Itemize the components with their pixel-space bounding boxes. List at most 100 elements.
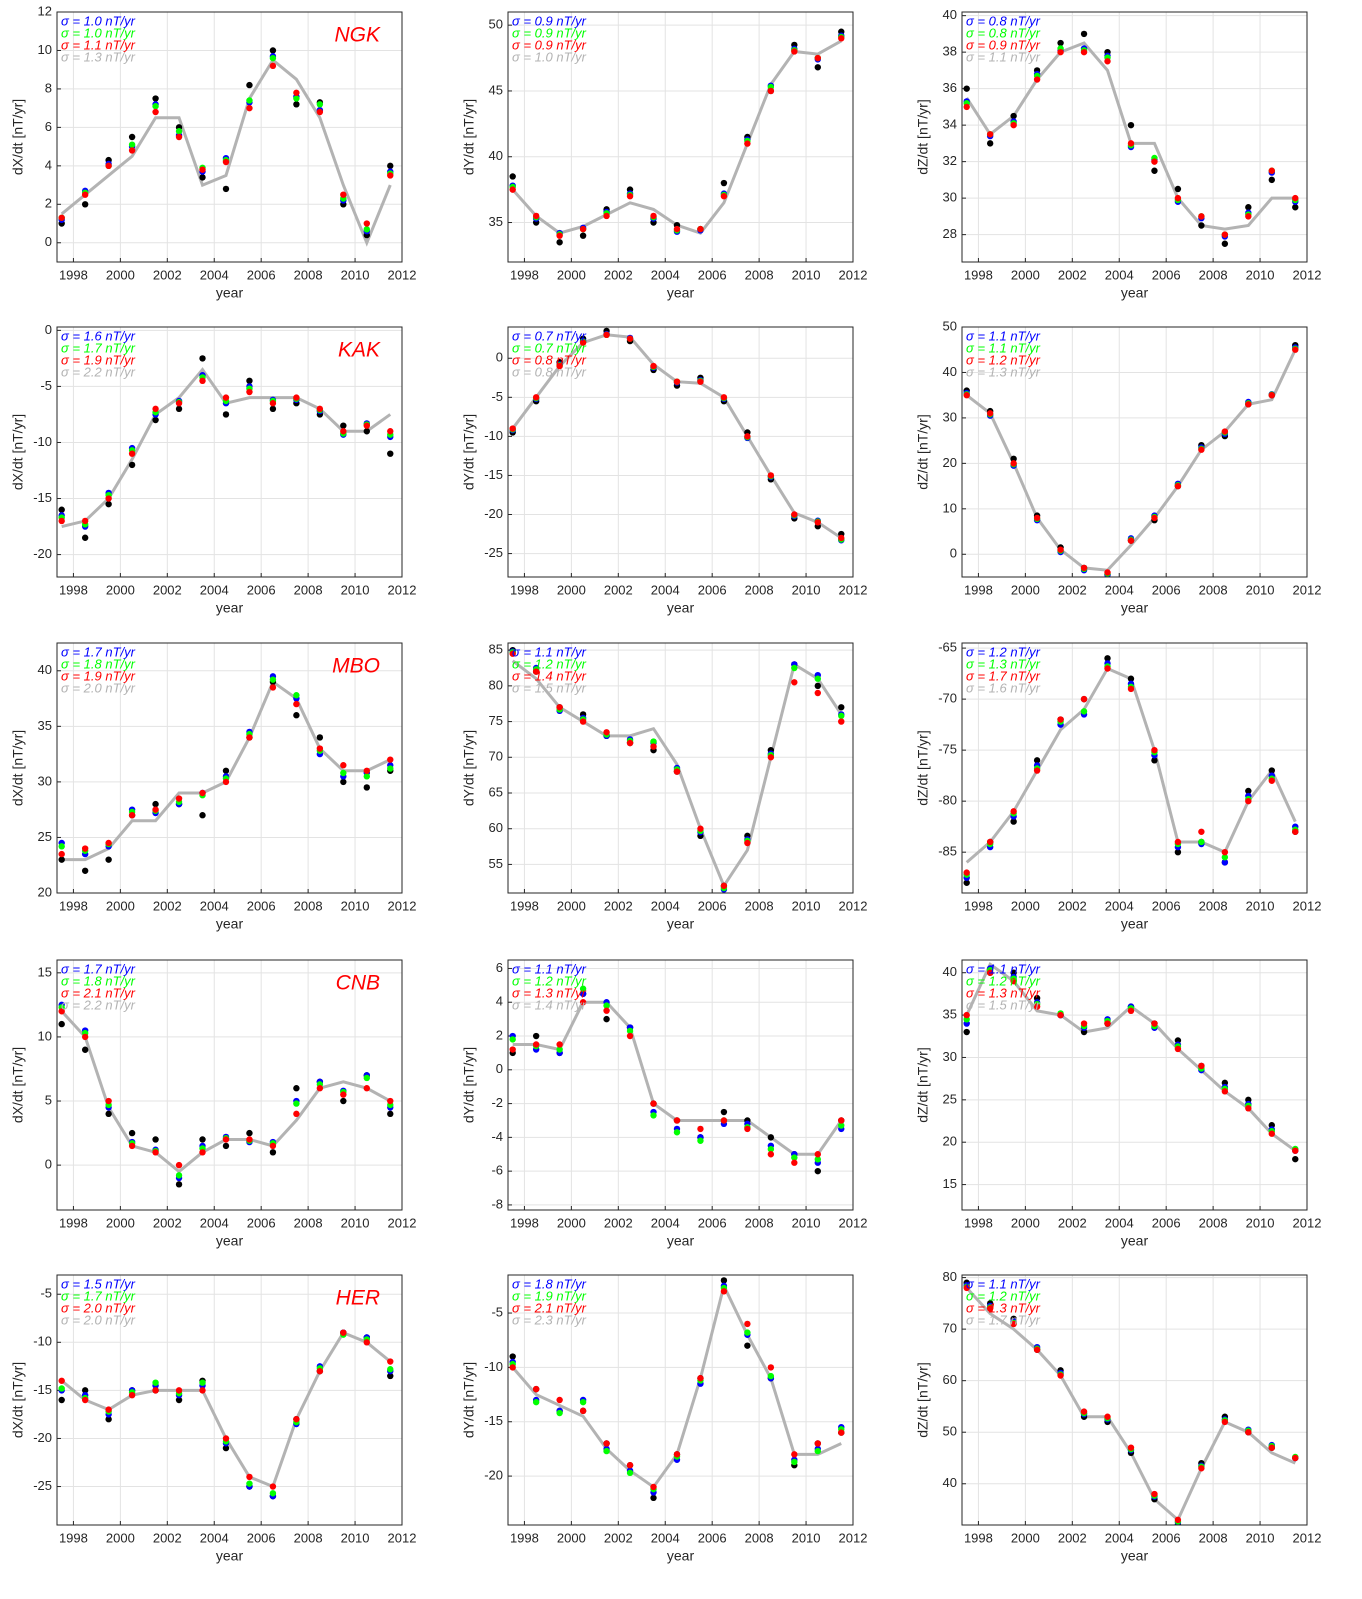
y-tick-label: 38: [943, 44, 957, 59]
x-tick-label: 2004: [200, 1215, 229, 1230]
data-point: [767, 1134, 775, 1141]
data-point: [1057, 48, 1064, 56]
data-point: [626, 193, 634, 200]
sigma-annotation: σ = 1.1 nT/yr: [966, 340, 1041, 355]
data-point: [58, 1385, 65, 1392]
data-point: [814, 689, 821, 697]
data-point: [1127, 675, 1135, 682]
data-point: [1033, 76, 1041, 83]
data-point: [1245, 787, 1252, 795]
sigma-annotation: σ = 2.3 nT/yr: [512, 1312, 587, 1327]
data-point: [316, 1367, 324, 1375]
axes-box: [56, 326, 403, 578]
y-tick-label: 70: [489, 749, 503, 764]
y-tick-label: 50: [489, 17, 503, 32]
x-tick-label: 2010: [341, 1215, 370, 1230]
data-point: [81, 1033, 89, 1041]
y-axis-label: dZ/dt [nT/yr]: [915, 1362, 931, 1437]
data-point: [1268, 391, 1275, 399]
x-axis-label: year: [216, 916, 244, 932]
data-point: [1221, 848, 1229, 856]
data-point: [1198, 828, 1205, 835]
y-tick-label: 6: [45, 119, 52, 134]
y-tick-label: 60: [489, 820, 503, 835]
data-point: [986, 969, 994, 976]
x-tick-label: 2006: [698, 267, 727, 282]
data-point: [128, 450, 136, 457]
y-tick-label: 0: [45, 322, 52, 337]
data-point: [316, 405, 324, 413]
y-tick-label: -6: [491, 1163, 503, 1178]
data-point: [58, 1020, 65, 1028]
data-point: [720, 394, 728, 401]
data-point: [1292, 828, 1299, 835]
subplot: 1998 2000 2002 2004 2006 2008 2010 2012 0 10 20 30 4…: [915, 318, 1322, 615]
sigma-annotation: σ = 1.7 nT/yr: [61, 644, 136, 659]
axes-box: [961, 326, 1308, 578]
x-tick-label: 2002: [604, 582, 633, 597]
x-tick-label: 2004: [1105, 898, 1134, 913]
y-tick-label: 28: [943, 226, 957, 241]
y-tick-label: -20: [484, 1468, 503, 1483]
plot-area: [508, 1275, 853, 1525]
x-tick-label: 2000: [1011, 898, 1040, 913]
data-point: [673, 1451, 681, 1458]
data-point: [363, 422, 370, 429]
x-tick-label: 2006: [698, 582, 727, 597]
data-point: [1104, 1413, 1111, 1420]
data-point: [767, 472, 775, 479]
y-tick-label: -2: [491, 1095, 503, 1110]
data-point: [744, 839, 751, 847]
data-point: [152, 95, 159, 102]
data-point: [1268, 1130, 1275, 1137]
sigma-annotation: σ = 1.6 nT/yr: [61, 328, 136, 343]
data-point: [1268, 176, 1275, 184]
data-point: [222, 411, 230, 418]
sigma-annotation: σ = 1.1 nT/yr: [966, 49, 1041, 64]
x-tick-label: 1998: [510, 267, 539, 282]
data-point: [1033, 1346, 1041, 1353]
data-point: [1292, 1147, 1299, 1154]
data-point: [199, 166, 206, 173]
data-point: [1198, 446, 1205, 453]
data-point: [791, 679, 798, 686]
data-point: [767, 754, 775, 761]
x-tick-label: 2006: [1152, 267, 1181, 282]
data-point: [58, 1396, 65, 1404]
data-point: [532, 1041, 540, 1048]
x-tick-label: 2010: [792, 582, 821, 597]
x-tick-label: 2002: [604, 267, 633, 282]
data-point: [1221, 428, 1229, 435]
plot-area: [508, 327, 853, 577]
data-point: [603, 1015, 610, 1023]
data-point: [363, 220, 370, 227]
sigma-annotation: σ = 1.7 nT/yr: [61, 1288, 136, 1303]
sigma-annotation: σ = 1.5 nT/yr: [512, 680, 587, 695]
data-point: [838, 1122, 845, 1129]
y-axis-label: dX/dt [nT/yr]: [10, 99, 26, 175]
y-tick-label: -25: [33, 1478, 52, 1493]
data-point: [556, 1396, 563, 1404]
data-point: [222, 1444, 230, 1452]
data-point: [1245, 213, 1252, 220]
data-point: [58, 214, 65, 221]
data-point: [1245, 797, 1252, 805]
y-tick-label: 40: [943, 964, 957, 979]
x-tick-label: 2008: [1199, 898, 1228, 913]
data-point: [363, 1085, 370, 1092]
data-point: [387, 450, 394, 457]
data-point: [340, 778, 347, 786]
data-point: [128, 147, 136, 154]
sigma-annotation: σ = 1.3 nT/yr: [966, 985, 1041, 1000]
data-point: [556, 362, 563, 370]
x-tick-label: 2012: [1293, 898, 1322, 913]
data-point: [1268, 167, 1275, 174]
y-tick-label: -10: [33, 434, 52, 449]
sigma-annotation: σ = 1.7 nT/yr: [966, 668, 1041, 683]
data-point: [1174, 838, 1182, 846]
y-axis-label: dZ/dt [nT/yr]: [915, 730, 931, 805]
data-point: [293, 101, 300, 108]
plot-area: [962, 960, 1307, 1210]
y-tick-label: -75: [938, 742, 957, 757]
data-point: [603, 1447, 610, 1455]
